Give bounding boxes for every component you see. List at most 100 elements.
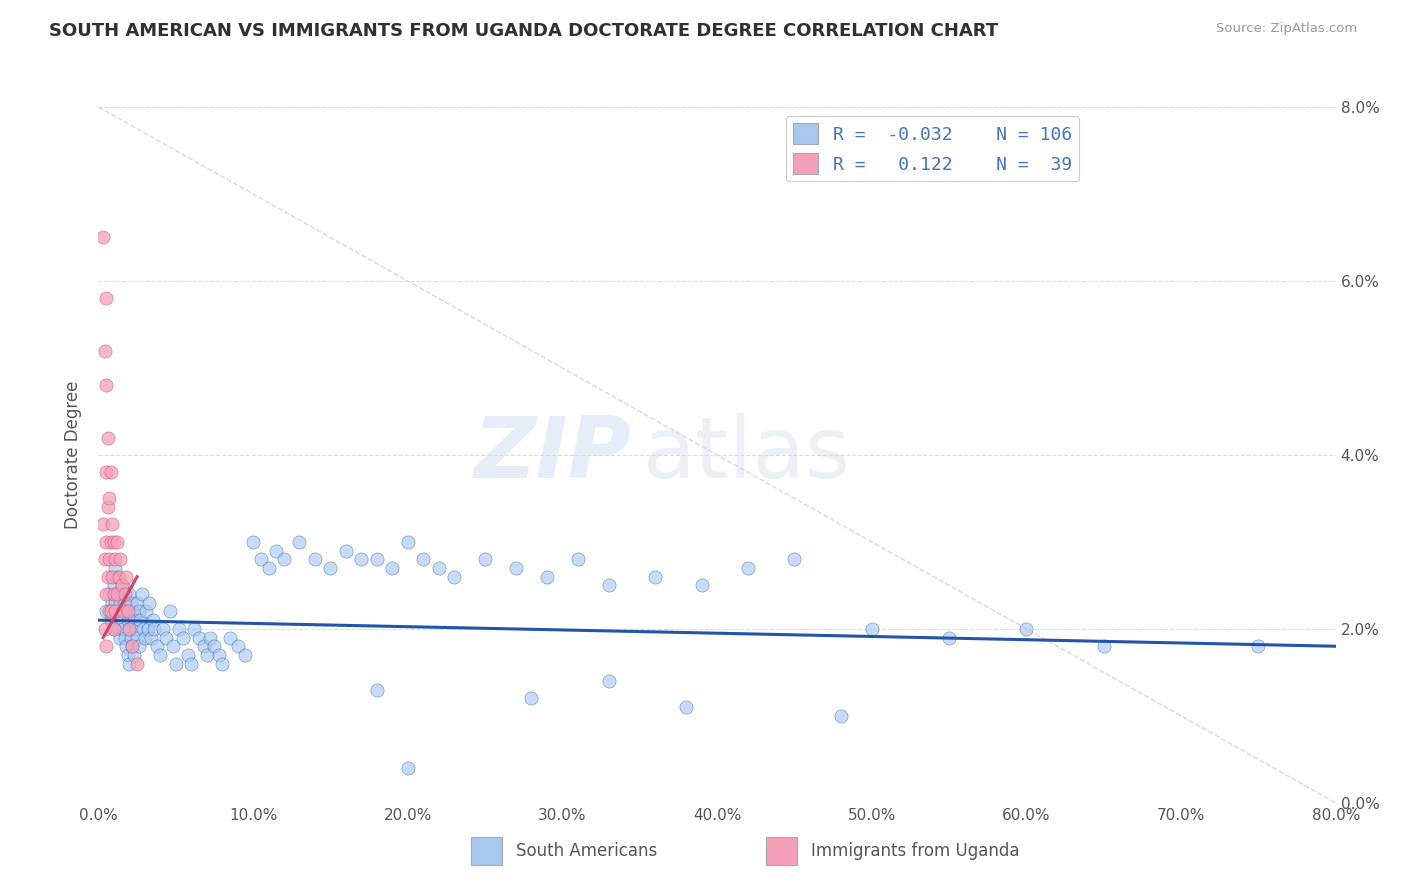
Point bbox=[366, 682, 388, 697]
Point bbox=[105, 587, 128, 601]
Point bbox=[100, 605, 122, 619]
Point bbox=[121, 639, 143, 653]
Text: Source: ZipAtlas.com: Source: ZipAtlas.com bbox=[1216, 22, 1357, 36]
Point bbox=[103, 622, 125, 636]
Point bbox=[474, 552, 496, 566]
Point bbox=[118, 587, 141, 601]
Point bbox=[108, 631, 131, 645]
Point bbox=[598, 578, 620, 592]
Legend: R =  -0.032    N = 106, R =   0.122    N =  39: R = -0.032 N = 106, R = 0.122 N = 39 bbox=[786, 116, 1080, 181]
Point bbox=[127, 596, 149, 610]
Point bbox=[139, 631, 162, 645]
Point bbox=[103, 587, 125, 601]
Point bbox=[96, 466, 118, 480]
Point bbox=[159, 605, 181, 619]
Point bbox=[366, 552, 388, 566]
Point bbox=[124, 622, 146, 636]
Point bbox=[193, 639, 215, 653]
Point bbox=[104, 552, 127, 566]
Point bbox=[104, 596, 127, 610]
Point bbox=[235, 648, 257, 662]
Point bbox=[114, 596, 136, 610]
Point bbox=[675, 700, 697, 714]
Point bbox=[91, 230, 114, 244]
Point bbox=[350, 552, 373, 566]
Point bbox=[180, 657, 202, 671]
Point bbox=[108, 596, 131, 610]
Point bbox=[127, 631, 149, 645]
Text: South Americans: South Americans bbox=[516, 842, 657, 860]
Point bbox=[107, 570, 129, 584]
Point bbox=[98, 605, 121, 619]
Point bbox=[1015, 622, 1038, 636]
Point bbox=[103, 578, 125, 592]
Point bbox=[131, 587, 153, 601]
Point bbox=[112, 622, 135, 636]
Point bbox=[195, 648, 218, 662]
Point bbox=[319, 561, 342, 575]
Point bbox=[146, 639, 169, 653]
Point bbox=[177, 648, 200, 662]
Point bbox=[381, 561, 404, 575]
Point bbox=[96, 587, 118, 601]
Point bbox=[830, 708, 852, 723]
Point bbox=[96, 535, 118, 549]
Point bbox=[100, 466, 122, 480]
Point bbox=[165, 657, 187, 671]
Point bbox=[111, 578, 134, 592]
Point bbox=[598, 674, 620, 689]
Point bbox=[118, 622, 141, 636]
Point bbox=[783, 552, 806, 566]
Point bbox=[118, 657, 141, 671]
Point bbox=[443, 570, 465, 584]
Point bbox=[211, 657, 233, 671]
Point bbox=[335, 543, 357, 558]
Point bbox=[152, 622, 174, 636]
Point bbox=[155, 631, 177, 645]
Point bbox=[219, 631, 242, 645]
Point bbox=[143, 622, 166, 636]
Point bbox=[96, 378, 118, 392]
Point bbox=[520, 691, 543, 706]
Point bbox=[128, 639, 150, 653]
Point bbox=[97, 500, 120, 514]
Point bbox=[115, 605, 138, 619]
Point bbox=[101, 570, 124, 584]
Text: SOUTH AMERICAN VS IMMIGRANTS FROM UGANDA DOCTORATE DEGREE CORRELATION CHART: SOUTH AMERICAN VS IMMIGRANTS FROM UGANDA… bbox=[49, 22, 998, 40]
Point bbox=[96, 291, 118, 305]
Point bbox=[134, 631, 156, 645]
Point bbox=[97, 570, 120, 584]
Point bbox=[257, 561, 280, 575]
Point bbox=[142, 613, 165, 627]
Point bbox=[104, 605, 127, 619]
Point bbox=[93, 552, 115, 566]
Point bbox=[128, 605, 150, 619]
Point bbox=[122, 648, 145, 662]
Point bbox=[938, 631, 960, 645]
Point bbox=[115, 570, 138, 584]
Point bbox=[132, 622, 155, 636]
Point bbox=[167, 622, 190, 636]
Point bbox=[112, 587, 135, 601]
Point bbox=[111, 613, 134, 627]
Point bbox=[188, 631, 211, 645]
Point bbox=[860, 622, 883, 636]
Point bbox=[149, 648, 172, 662]
Point bbox=[242, 535, 264, 549]
Point bbox=[96, 605, 118, 619]
Point bbox=[198, 631, 221, 645]
Text: atlas: atlas bbox=[643, 413, 851, 497]
Point bbox=[208, 648, 231, 662]
Point bbox=[162, 639, 184, 653]
Point bbox=[91, 517, 114, 532]
Point bbox=[396, 761, 419, 775]
Text: Immigrants from Uganda: Immigrants from Uganda bbox=[811, 842, 1019, 860]
Point bbox=[505, 561, 527, 575]
Point bbox=[1247, 639, 1270, 653]
Point bbox=[183, 622, 205, 636]
Point bbox=[101, 596, 124, 610]
Point bbox=[250, 552, 273, 566]
Point bbox=[100, 613, 122, 627]
Point bbox=[105, 605, 128, 619]
Point bbox=[107, 622, 129, 636]
